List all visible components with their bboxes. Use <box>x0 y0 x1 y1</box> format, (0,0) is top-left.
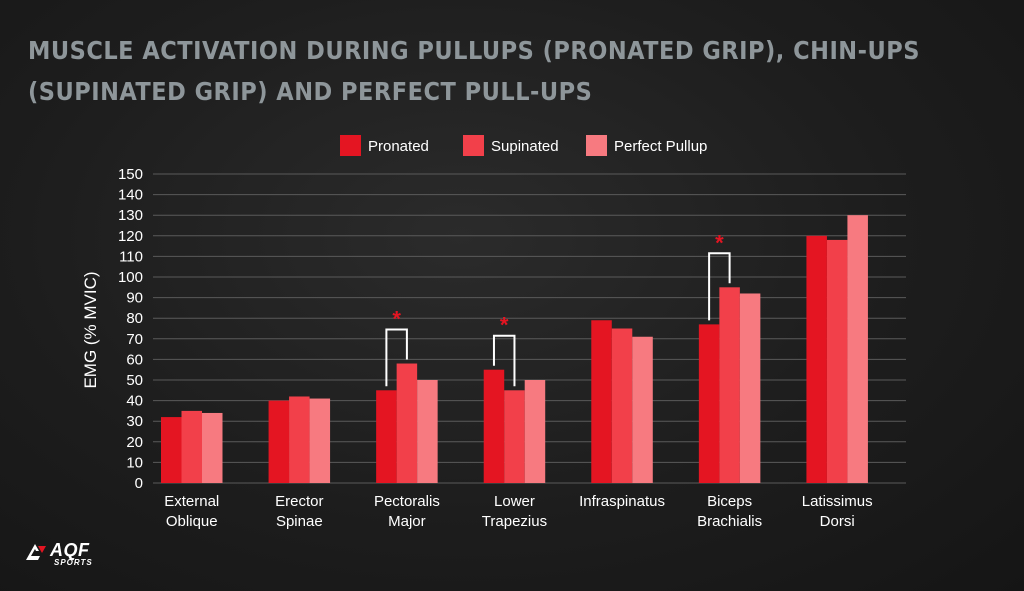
y-tick-label: 100 <box>118 269 143 286</box>
bar <box>806 235 827 483</box>
bar <box>611 328 633 483</box>
x-tick-label: Biceps <box>707 493 752 510</box>
bar <box>161 417 182 483</box>
y-tick-label: 70 <box>126 331 143 348</box>
bar <box>504 390 525 483</box>
legend-label: Supinated <box>491 138 559 155</box>
bar <box>309 398 331 483</box>
x-axis-labels: External Oblique Erector Spinae Pectoralis Ma… <box>164 493 872 530</box>
y-tick-label: 20 <box>126 434 143 451</box>
bar <box>719 287 740 483</box>
bar <box>202 412 223 483</box>
x-tick-label: Dorsi <box>820 513 855 530</box>
bar <box>181 410 202 483</box>
x-tick-label: External <box>164 493 219 510</box>
x-tick-label: Erector <box>275 493 323 510</box>
bar <box>591 320 612 483</box>
bars <box>161 215 868 483</box>
legend-swatch <box>340 135 361 156</box>
x-tick-label: Lower <box>494 493 535 510</box>
bar <box>698 324 720 483</box>
x-tick-label: Pectoralis <box>374 493 440 510</box>
y-tick-label: 50 <box>126 372 143 389</box>
x-tick-label: Spinae <box>276 513 323 530</box>
logo-mark-icon <box>26 544 46 560</box>
significance-annotations: * * * <box>385 230 731 387</box>
x-tick-label: Oblique <box>166 513 218 530</box>
bar <box>739 293 761 483</box>
bar <box>847 215 868 483</box>
legend-label: Pronated <box>368 138 429 155</box>
y-tick-label: 90 <box>126 290 143 307</box>
significance-bracket <box>492 334 516 387</box>
logo-text: AQF <box>50 540 90 560</box>
legend-swatch <box>586 135 607 156</box>
x-tick-label: Latissimus <box>802 493 873 510</box>
y-axis-label: EMG (% MVIC) <box>81 271 100 388</box>
x-tick-label: Trapezius <box>482 513 547 530</box>
x-tick-label: Infraspinatus <box>579 493 665 510</box>
significance-star: * <box>392 307 401 332</box>
y-tick-label: 140 <box>118 187 143 204</box>
y-tick-label: 0 <box>135 475 143 492</box>
x-tick-label: Brachialis <box>697 513 762 530</box>
legend: Pronated Supinated Perfect Pullup <box>340 135 707 156</box>
y-tick-label: 110 <box>119 248 143 265</box>
x-tick-label: Major <box>388 513 426 530</box>
bar <box>396 363 418 483</box>
bar <box>524 380 546 483</box>
y-tick-label: 120 <box>118 228 143 245</box>
brand-logo: AQF SPORTS <box>26 540 106 570</box>
y-tick-label: 150 <box>118 166 143 183</box>
legend-label: Perfect Pullup <box>614 138 707 155</box>
significance-star: * <box>715 230 724 255</box>
y-tick-label: 60 <box>126 351 143 368</box>
significance-bracket <box>385 328 408 387</box>
bar <box>376 390 397 483</box>
y-tick-label: 40 <box>126 393 143 410</box>
chart-title: Muscle Activation During Pullups (Pronat… <box>28 36 920 106</box>
significance-bracket <box>708 252 731 321</box>
y-axis-ticks: 0 10 20 30 40 50 60 70 80 90 100 110 120 130 140 150 <box>118 166 143 492</box>
y-tick-label: 10 <box>126 454 143 471</box>
y-tick-label: 80 <box>126 310 143 327</box>
bar <box>632 336 653 483</box>
bar <box>289 396 310 483</box>
legend-swatch <box>463 135 484 156</box>
bar <box>826 239 848 483</box>
bar <box>268 400 290 483</box>
y-tick-label: 130 <box>118 207 143 224</box>
bar <box>483 369 505 483</box>
logo-subtext: SPORTS <box>54 558 93 567</box>
bar <box>417 380 438 483</box>
y-tick-label: 30 <box>126 413 143 430</box>
significance-star: * <box>500 313 509 338</box>
